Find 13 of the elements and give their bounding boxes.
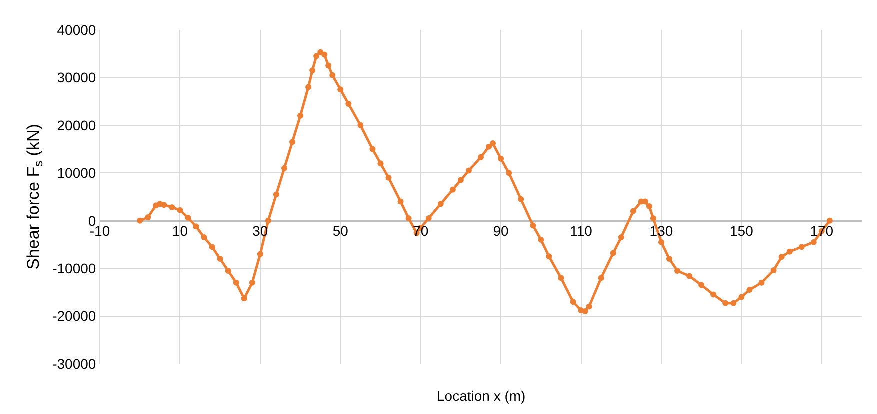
y-tick-label: -30000: [52, 356, 96, 372]
y-tick-label: 10000: [57, 165, 96, 182]
y-tick-label: -20000: [52, 308, 96, 324]
y-tick-label: 30000: [57, 70, 96, 86]
x-tick-label: 50: [332, 222, 349, 239]
x-tick-label: 110: [570, 222, 593, 239]
x-tick-label: 90: [493, 222, 510, 239]
x-tick-label: 150: [730, 222, 754, 239]
y-tick-label: 40000: [57, 22, 96, 38]
x-tick-label: 10: [172, 222, 188, 239]
y-tick-label: -10000: [52, 260, 96, 276]
y-tick-label: 20000: [57, 117, 96, 134]
x-axis-title: Location x (m): [437, 388, 526, 404]
